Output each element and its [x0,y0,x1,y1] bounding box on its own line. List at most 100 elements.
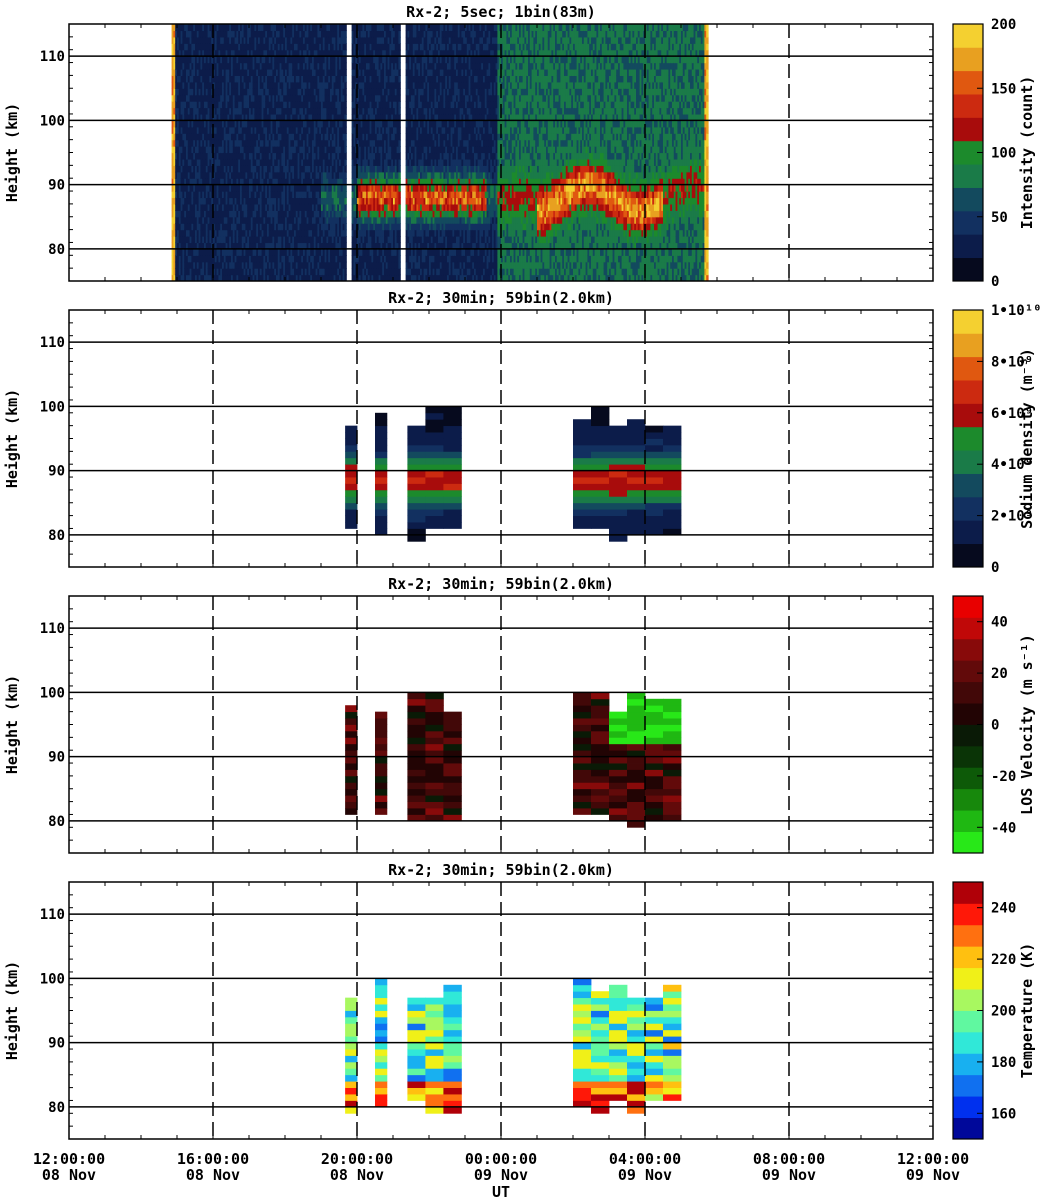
heatmap-cell [270,242,273,250]
heatmap-cell [200,146,203,154]
heatmap-cell [380,56,383,64]
heatmap-cell [272,81,275,89]
heatmap-cell [303,242,306,250]
heatmap-cell [385,197,389,205]
heatmap-cell [394,107,398,115]
heatmap-cell [234,236,237,244]
heatmap-cell [267,120,270,128]
heatmap-cell [387,178,390,186]
heatmap-cell [265,56,268,64]
heatmap-cell [204,94,207,102]
heatmap-cell [326,178,329,186]
heatmap-cell [364,223,367,231]
heatmap-cell [366,216,369,224]
heatmap-cell [339,113,342,121]
heatmap-cell [339,120,342,128]
heatmap-cell [288,184,291,192]
heatmap-cell [290,139,293,147]
heatmap-cell [335,30,338,38]
heatmap-cell [335,178,338,186]
heatmap-cell [200,107,203,115]
heatmap-cell [362,255,365,263]
heatmap-cell [180,146,183,154]
heatmap-cell [357,203,360,211]
heatmap-cell [256,223,259,231]
heatmap-cell [258,94,261,102]
heatmap-cell [319,146,322,154]
heatmap-cell [375,255,378,263]
heatmap-cell [195,274,198,281]
heatmap-cell [339,139,342,147]
heatmap-cell [322,113,326,121]
heatmap-cell [193,107,196,115]
heatmap-cell [250,107,254,115]
heatmap-cell [351,261,354,269]
heatmap-cell [288,107,291,115]
heatmap-cell [301,210,304,218]
heatmap-cell [339,126,342,134]
heatmap-cell [171,146,174,154]
heatmap-cell [389,49,392,57]
heatmap-cell [380,274,383,281]
heatmap-cell [200,203,203,211]
heatmap-cell [344,242,347,250]
heatmap-cell [326,171,329,179]
heatmap-cell [328,94,331,102]
heatmap-cell [240,146,243,154]
heatmap-cell [330,30,333,38]
heatmap-cell [306,81,309,89]
heatmap-cell [173,216,176,224]
heatmap-cell [238,197,241,205]
heatmap-cell [387,24,390,32]
heatmap-cell [261,62,264,70]
heatmap-cell [256,197,259,205]
heatmap-cell [252,68,255,76]
heatmap-cell [268,81,272,89]
heatmap-cell [187,56,191,64]
heatmap-cell [243,178,246,186]
heatmap-cell [358,68,362,76]
heatmap-cell [342,101,345,109]
heatmap-cell [175,165,178,173]
heatmap-cell [182,158,185,166]
heatmap-cell [272,152,275,160]
heatmap-cell [241,120,245,128]
heatmap-cell [227,248,230,256]
heatmap-cell [312,178,315,186]
heatmap-cell [357,216,360,224]
heatmap-cell [364,191,367,199]
heatmap-cell [259,43,263,51]
heatmap-cell [380,62,383,70]
heatmap-cell [204,36,207,44]
heatmap-cell [376,126,380,134]
heatmap-cell [247,126,250,134]
heatmap-cell [222,49,225,57]
heatmap-cell [306,229,309,237]
heatmap-cell [250,88,254,96]
heatmap-cell [373,94,376,102]
heatmap-cell [308,236,311,244]
heatmap-cell [378,178,381,186]
heatmap-cell [358,171,362,179]
heatmap-cell [328,236,331,244]
heatmap-cell [187,274,191,281]
heatmap-cell [171,62,174,70]
heatmap-cell [236,81,239,89]
heatmap-cell [339,101,342,109]
heatmap-cell [268,36,272,44]
heatmap-cell [171,24,174,32]
heatmap-cell [175,223,178,231]
heatmap-cell [191,229,194,237]
heatmap-cell [261,242,264,250]
heatmap-cell [283,49,286,57]
heatmap-cell [369,223,372,231]
heatmap-cell [218,101,221,109]
heatmap-cell [259,248,263,256]
heatmap-cell [231,101,234,109]
heatmap-cell [342,165,345,173]
heatmap-cell [198,75,201,83]
heatmap-cell [272,56,275,64]
heatmap-cell [310,216,313,224]
heatmap-cell [333,203,336,211]
heatmap-cell [252,216,255,224]
